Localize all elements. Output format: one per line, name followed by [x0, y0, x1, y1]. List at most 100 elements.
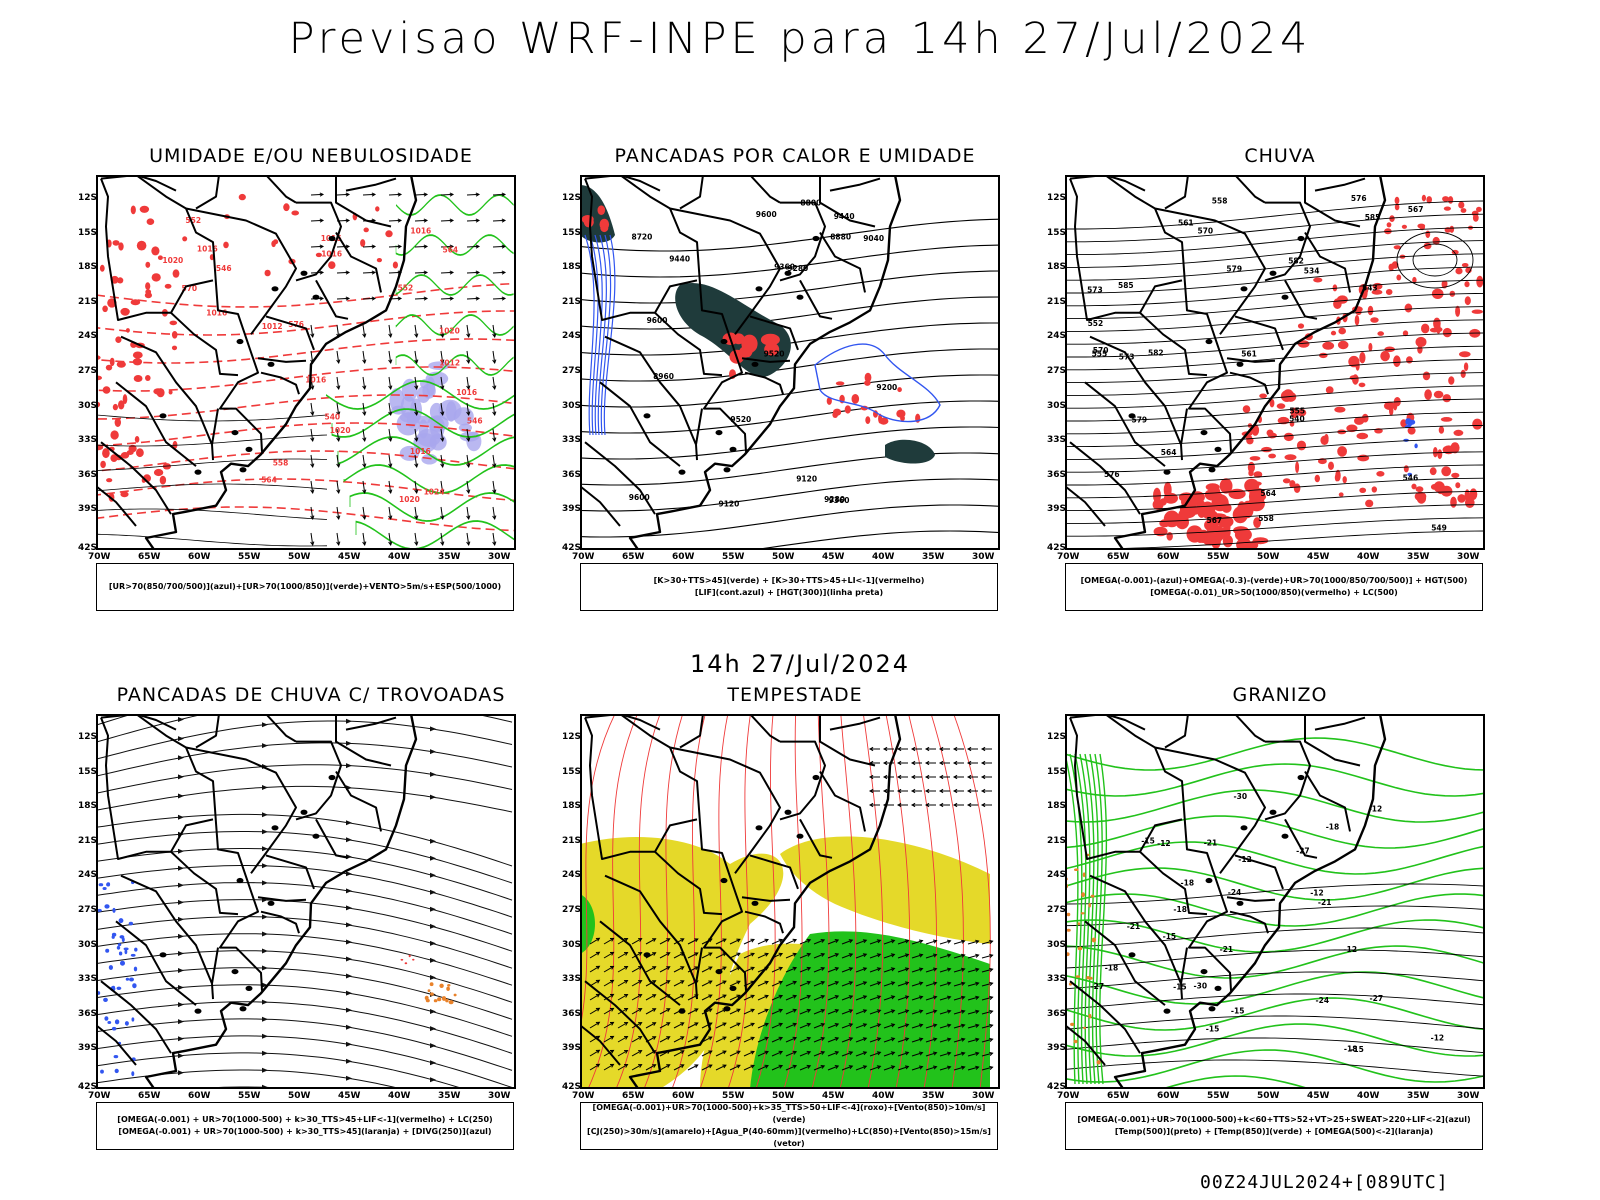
contour-label: 1012 — [262, 322, 283, 331]
panel-title: GRANIZO — [1232, 684, 1328, 706]
contour-label: 8960 — [653, 372, 674, 381]
contour-label: 540 — [325, 412, 341, 421]
lon-tick-label: 70W — [88, 552, 111, 562]
contour-label: 546 — [467, 416, 483, 425]
contour-label: 9600 — [629, 493, 650, 502]
lat-tick-label: 39S — [562, 504, 582, 515]
contour-label: 9520 — [764, 349, 785, 358]
panel-umidade: UMIDADE E/OU NEBULOSIDADE 1016 1016 1012 102… — [76, 145, 546, 615]
panel-legend: [OMEGA(-0.001)+UR>70(1000-500)+k<60+TTS>… — [1065, 1102, 1483, 1150]
lat-tick-label: 15S — [562, 766, 582, 777]
lon-tick-label: 45W — [1307, 552, 1330, 562]
lat-tick-label: 39S — [78, 504, 98, 515]
lon-tick-label: 65W — [622, 552, 645, 562]
lon-tick-label: 30W — [1457, 552, 1480, 562]
lat-tick-label: 15S — [562, 227, 582, 238]
contour-label: 9360 — [774, 263, 795, 272]
lat-tick-label: 24S — [1047, 870, 1067, 881]
lat-tick-label: 33S — [1047, 974, 1067, 985]
map-frame — [580, 175, 1000, 550]
lon-tick-label: 50W — [772, 552, 795, 562]
forecast-map: 1016 1016 1012 1020 1016 1016 1020 1024 1016 1016… — [78, 175, 516, 562]
lon-tick-label: 60W — [672, 1091, 695, 1101]
lat-tick-label: 33S — [78, 435, 98, 446]
contour-label: 9520 — [730, 415, 751, 424]
panel-legend: [UR>70(850/700/500)](azul)+[UR>70(1000/8… — [96, 563, 514, 611]
lon-tick-label: 55W — [722, 552, 745, 562]
lat-tick-label: 15S — [1047, 227, 1067, 238]
lon-tick-label: 50W — [772, 1091, 795, 1101]
forecast-map: 585 582 579 576 573 570 567 564 561 558 555 552 549 5… — [1047, 175, 1485, 562]
forecast-map: -12 -12 -15 -15 -18 -18 -21 -21 -24 -27 -30 -15 -12-… — [1047, 714, 1485, 1101]
lat-tick-label: 21S — [78, 296, 98, 307]
lat-tick-label: 39S — [1047, 1043, 1067, 1054]
contour-label: 570 — [182, 284, 198, 293]
lat-tick-label: 36S — [1047, 1008, 1067, 1019]
contour-label: 543 — [1362, 284, 1378, 293]
contour-label: 567 — [1408, 205, 1424, 214]
contour-label: 555 — [1289, 407, 1305, 416]
contour-label: 8720 — [632, 232, 653, 241]
panel-granizo: GRANIZO -12 -12 -15 -15 -18 -18 -21 -21 -24 -27 -30… — [1045, 684, 1515, 1154]
map-frame — [96, 714, 516, 1089]
lon-tick-label: 40W — [872, 1091, 895, 1101]
contour-label: -12 — [1344, 945, 1358, 954]
lat-tick-label: 42S — [1047, 1082, 1067, 1092]
contour-label: 1020 — [162, 256, 183, 265]
contour-label: 546 — [216, 264, 232, 273]
lat-tick-label: 21S — [1047, 296, 1067, 307]
contour-label: -24 — [1316, 996, 1330, 1005]
contour-label: 564 — [1161, 448, 1177, 457]
contour-label: -18 — [1105, 964, 1119, 973]
contour-label: 1024 — [424, 488, 445, 497]
contour-label: 558 — [273, 459, 289, 468]
lat-tick-label: 30S — [1047, 939, 1067, 950]
lat-tick-label: 30S — [78, 939, 98, 950]
contour-label: 1016 — [197, 245, 218, 254]
contour-label: 573 — [1087, 286, 1103, 295]
contour-label: 1016 — [410, 447, 431, 456]
legend-line: [OMEGA(-0.001)-(azul)+OMEGA(-0.3)-(verde… — [1080, 576, 1468, 585]
contour-label: 9600 — [647, 316, 668, 325]
lon-tick-label: 65W — [138, 1091, 161, 1101]
contour-label: -18 — [1181, 878, 1195, 887]
contour-label: 546 — [1403, 473, 1419, 482]
contour-label: 552 — [1088, 319, 1104, 328]
lat-tick-label: 27S — [562, 905, 582, 915]
lon-tick-label: 50W — [288, 1091, 311, 1101]
lon-tick-label: 55W — [722, 1091, 745, 1101]
contour-label: -18 — [1344, 1044, 1358, 1053]
lon-tick-label: 50W — [1257, 552, 1280, 562]
panel-legend: [OMEGA(-0.001)+UR>70(1000-500)+k>35_TTS>… — [580, 1102, 998, 1150]
lat-tick-label: 18S — [562, 801, 582, 812]
lon-tick-label: 40W — [872, 552, 895, 562]
contour-label: -27 — [1091, 982, 1105, 991]
lon-tick-label: 50W — [288, 552, 311, 562]
contour-label: -24 — [1228, 888, 1242, 897]
lon-tick-label: 55W — [238, 1091, 261, 1101]
contour-label: 564 — [443, 245, 459, 254]
lat-tick-label: 12S — [1047, 732, 1067, 742]
lat-tick-label: 27S — [1047, 905, 1067, 915]
map-canvas — [580, 714, 1000, 1089]
lat-tick-label: 24S — [1047, 331, 1067, 342]
lat-tick-label: 42S — [78, 543, 98, 553]
lat-tick-label: 42S — [78, 1082, 98, 1092]
lon-tick-label: 30W — [972, 552, 995, 562]
map-canvas — [96, 714, 516, 1089]
lon-tick-label: 55W — [1207, 552, 1230, 562]
lon-tick-label: 60W — [188, 1091, 211, 1101]
contour-label: 552 — [398, 283, 414, 292]
lon-tick-label: 45W — [338, 552, 361, 562]
lat-tick-label: 12S — [1047, 193, 1067, 203]
lat-tick-label: 30S — [562, 939, 582, 950]
legend-line: [K>30+TTS>45](verde) + [K>30+TTS>45+LI<-… — [653, 576, 925, 585]
contour-label: 579 — [1226, 264, 1242, 273]
lat-tick-label: 18S — [562, 262, 582, 273]
lon-tick-label: 60W — [188, 552, 211, 562]
contour-label: 9600 — [756, 210, 777, 219]
contour-label: 576 — [1104, 470, 1120, 479]
lon-tick-label: 40W — [388, 552, 411, 562]
lat-tick-label: 21S — [562, 835, 582, 846]
contour-label: 561 — [1178, 219, 1194, 228]
